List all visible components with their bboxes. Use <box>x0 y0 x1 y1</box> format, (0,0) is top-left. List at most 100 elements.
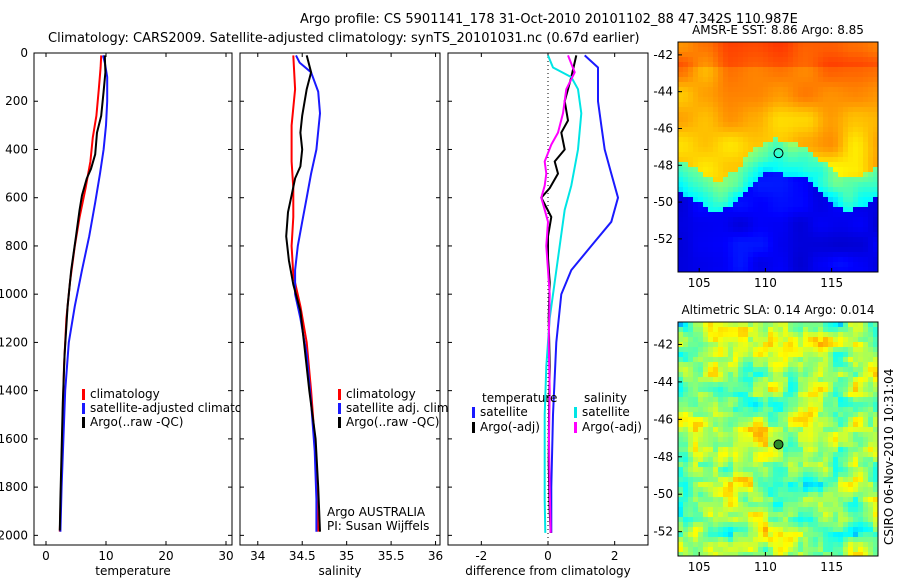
heatmap-cell <box>773 137 778 142</box>
heatmap-cell <box>853 82 858 87</box>
heatmap-cell <box>723 182 728 187</box>
heatmap-cell <box>818 442 823 447</box>
heatmap-cell <box>703 392 708 397</box>
heatmap-cell <box>793 452 798 457</box>
heatmap-cell <box>698 237 703 242</box>
heatmap-cell <box>688 477 693 482</box>
heatmap-cell <box>788 482 793 487</box>
heatmap-cell <box>823 497 828 502</box>
heatmap-cell <box>833 342 838 347</box>
heatmap-cell <box>743 112 748 117</box>
heatmap-cell <box>828 417 833 422</box>
heatmap-cell <box>783 87 788 92</box>
heatmap-cell <box>813 332 818 337</box>
heatmap-cell <box>818 542 823 547</box>
heatmap-cell <box>823 482 828 487</box>
heatmap-cell <box>713 257 718 262</box>
heatmap-cell <box>813 217 818 222</box>
heatmap-cell <box>873 437 878 442</box>
heatmap-cell <box>873 507 878 512</box>
heatmap-cell <box>748 72 753 77</box>
heatmap-cell <box>828 407 833 412</box>
heatmap-cell <box>838 507 843 512</box>
heatmap-cell <box>793 97 798 102</box>
heatmap-cell <box>753 457 758 462</box>
heatmap-cell <box>848 517 853 522</box>
heatmap-cell <box>778 252 783 257</box>
heatmap-cell <box>868 362 873 367</box>
heatmap-cell <box>708 242 713 247</box>
heatmap-cell <box>763 487 768 492</box>
heatmap-cell <box>758 532 763 537</box>
heatmap-cell <box>828 72 833 77</box>
heatmap-cell <box>738 342 743 347</box>
heatmap-cell <box>763 322 768 327</box>
heatmap-cell <box>783 42 788 47</box>
heatmap-cell <box>728 357 733 362</box>
heatmap-cell <box>798 47 803 52</box>
heatmap-cell <box>828 387 833 392</box>
heatmap-cell <box>758 112 763 117</box>
heatmap-cell <box>728 232 733 237</box>
heatmap-cell <box>788 187 793 192</box>
heatmap-cell <box>843 332 848 337</box>
heatmap-cell <box>813 382 818 387</box>
heatmap-cell <box>683 367 688 372</box>
heatmap-cell <box>753 552 758 556</box>
heatmap-cell <box>778 242 783 247</box>
heatmap-cell <box>828 342 833 347</box>
heatmap-cell <box>738 452 743 457</box>
heatmap-cell <box>848 372 853 377</box>
heatmap-cell <box>848 47 853 52</box>
heatmap-cell <box>723 42 728 47</box>
heatmap-cell <box>798 327 803 332</box>
heatmap-cell <box>748 267 753 272</box>
heatmap-cell <box>743 257 748 262</box>
heatmap-cell <box>678 267 683 272</box>
heatmap-cell <box>698 142 703 147</box>
heatmap-cell <box>693 112 698 117</box>
heatmap-cell <box>793 507 798 512</box>
heatmap-cell <box>788 237 793 242</box>
heatmap-cell <box>688 517 693 522</box>
heatmap-cell <box>858 532 863 537</box>
heatmap-cell <box>858 237 863 242</box>
heatmap-cell <box>868 137 873 142</box>
heatmap-cell <box>873 392 878 397</box>
heatmap-cell <box>783 177 788 182</box>
heatmap-cell <box>783 222 788 227</box>
heatmap-cell <box>708 342 713 347</box>
heatmap-cell <box>683 257 688 262</box>
heatmap-cell <box>693 162 698 167</box>
heatmap-cell <box>838 447 843 452</box>
heatmap-cell <box>743 262 748 267</box>
heatmap-cell <box>698 127 703 132</box>
heatmap-cell <box>723 62 728 67</box>
heatmap-cell <box>773 42 778 47</box>
heatmap-cell <box>688 482 693 487</box>
heatmap-cell <box>733 82 738 87</box>
heatmap-cell <box>723 157 728 162</box>
heatmap-cell <box>773 62 778 67</box>
heatmap-cell <box>828 172 833 177</box>
heatmap-cell <box>733 267 738 272</box>
heatmap-cell <box>753 62 758 67</box>
heatmap-cell <box>778 547 783 552</box>
heatmap-cell <box>763 362 768 367</box>
y-tick-label: 200 <box>5 94 28 108</box>
heatmap-cell <box>693 82 698 87</box>
heatmap-cell <box>873 347 878 352</box>
heatmap-cell <box>748 547 753 552</box>
heatmap-cell <box>688 172 693 177</box>
heatmap-cell <box>808 187 813 192</box>
heatmap-cell <box>868 232 873 237</box>
heatmap-cell <box>748 367 753 372</box>
heatmap-cell <box>793 457 798 462</box>
heatmap-cell <box>833 402 838 407</box>
heatmap-cell <box>768 392 773 397</box>
heatmap-cell <box>698 232 703 237</box>
heatmap-cell <box>773 217 778 222</box>
heatmap-cell <box>813 322 818 327</box>
heatmap-cell <box>798 232 803 237</box>
heatmap-cell <box>678 77 683 82</box>
